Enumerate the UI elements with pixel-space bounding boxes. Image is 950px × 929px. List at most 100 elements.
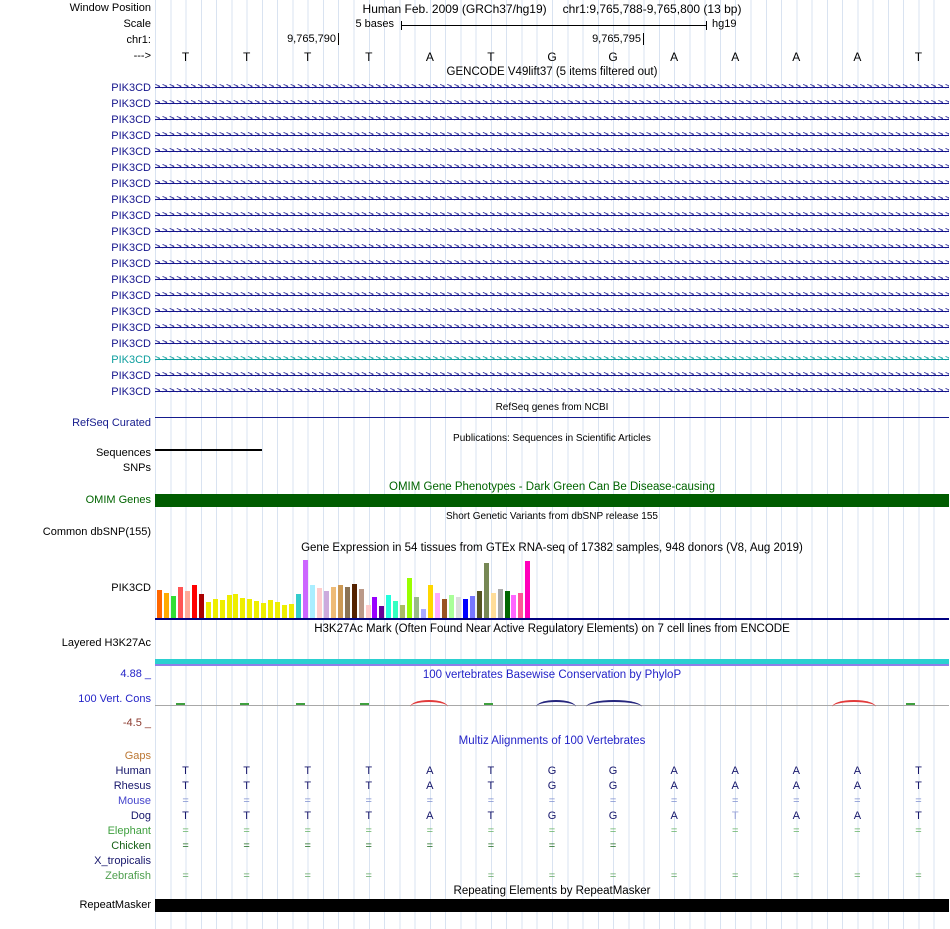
gtex-expression-bar[interactable] bbox=[205, 602, 211, 618]
align-species-label[interactable]: Elephant bbox=[107, 825, 151, 837]
gene-label[interactable]: PIK3CD bbox=[111, 290, 151, 302]
gene-label[interactable]: PIK3CD bbox=[111, 274, 151, 286]
scale-label[interactable]: Scale bbox=[123, 18, 151, 30]
gene-row[interactable]: >>>>>>>>>>>>>>>>>>>>>>>>>>>>>>>>>>>>>>>>… bbox=[155, 240, 949, 256]
gtex-expression-bar[interactable] bbox=[316, 588, 322, 618]
align-species-label[interactable]: Rhesus bbox=[113, 780, 151, 792]
conservation-mark[interactable] bbox=[832, 700, 876, 707]
conservation-mark[interactable] bbox=[360, 703, 369, 705]
gtex-expression-bar[interactable] bbox=[525, 561, 531, 618]
gene-label[interactable]: PIK3CD bbox=[111, 178, 151, 190]
gtex-expression-bar[interactable] bbox=[504, 591, 510, 618]
gene-label[interactable]: PIK3CD bbox=[111, 146, 151, 158]
gtex-expression-bar[interactable] bbox=[198, 594, 204, 618]
gtex-expression-bar[interactable] bbox=[511, 595, 517, 618]
gtex-expression-bar[interactable] bbox=[226, 595, 232, 618]
gtex-expression-bar[interactable] bbox=[421, 609, 427, 618]
gtex-expression-bar[interactable] bbox=[191, 585, 197, 618]
sequences-label[interactable]: Sequences bbox=[95, 447, 151, 459]
gtex-expression-bar[interactable] bbox=[351, 584, 357, 618]
conservation-mark[interactable] bbox=[240, 703, 249, 705]
gene-row[interactable]: >>>>>>>>>>>>>>>>>>>>>>>>>>>>>>>>>>>>>>>>… bbox=[155, 352, 949, 368]
gene-label[interactable]: PIK3CD bbox=[111, 82, 151, 94]
gtex-expression-bar[interactable] bbox=[379, 606, 385, 618]
gene-row[interactable]: >>>>>>>>>>>>>>>>>>>>>>>>>>>>>>>>>>>>>>>>… bbox=[155, 176, 949, 192]
gene-row[interactable]: >>>>>>>>>>>>>>>>>>>>>>>>>>>>>>>>>>>>>>>>… bbox=[155, 288, 949, 304]
align-species-label[interactable]: X_tropicalis bbox=[94, 855, 151, 867]
gtex-gene-label[interactable]: PIK3CD bbox=[111, 582, 151, 594]
phylop-track-title[interactable]: 100 vertebrates Basewise Conservation by… bbox=[422, 669, 682, 681]
h3k27ac-signal-band[interactable] bbox=[155, 659, 949, 664]
conservation-mark[interactable] bbox=[484, 703, 493, 705]
gtex-expression-bar[interactable] bbox=[469, 596, 475, 618]
gene-label[interactable]: PIK3CD bbox=[111, 306, 151, 318]
gtex-expression-bar[interactable] bbox=[275, 602, 281, 618]
gtex-expression-bar[interactable] bbox=[170, 596, 176, 618]
gene-row[interactable]: >>>>>>>>>>>>>>>>>>>>>>>>>>>>>>>>>>>>>>>>… bbox=[155, 80, 949, 96]
omim-track-title[interactable]: OMIM Gene Phenotypes - Dark Green Can Be… bbox=[389, 481, 715, 493]
conservation-mark[interactable] bbox=[410, 700, 448, 707]
common-dbsnp-label[interactable]: Common dbSNP(155) bbox=[42, 526, 151, 538]
gene-label[interactable]: PIK3CD bbox=[111, 354, 151, 366]
gene-label[interactable]: PIK3CD bbox=[111, 114, 151, 126]
gtex-expression-bar[interactable] bbox=[282, 605, 288, 618]
snps-label[interactable]: SNPs bbox=[122, 462, 151, 474]
gtex-expression-bar[interactable] bbox=[302, 560, 308, 618]
gtex-expression-bar[interactable] bbox=[330, 587, 336, 618]
gene-row[interactable]: >>>>>>>>>>>>>>>>>>>>>>>>>>>>>>>>>>>>>>>>… bbox=[155, 192, 949, 208]
gene-row[interactable]: >>>>>>>>>>>>>>>>>>>>>>>>>>>>>>>>>>>>>>>>… bbox=[155, 320, 949, 336]
gtex-expression-bar[interactable] bbox=[261, 603, 267, 618]
gene-label[interactable]: PIK3CD bbox=[111, 386, 151, 398]
gtex-expression-bar[interactable] bbox=[233, 594, 239, 618]
gtex-expression-bar[interactable] bbox=[497, 589, 503, 618]
gene-label[interactable]: PIK3CD bbox=[111, 194, 151, 206]
gtex-expression-bar[interactable] bbox=[247, 599, 253, 618]
gtex-expression-bar[interactable] bbox=[296, 594, 301, 618]
gene-label[interactable]: PIK3CD bbox=[111, 338, 151, 350]
gtex-expression-bar[interactable] bbox=[344, 587, 350, 618]
gtex-expression-bar[interactable] bbox=[386, 595, 392, 618]
gtex-expression-bar[interactable] bbox=[254, 601, 260, 618]
gtex-expression-bar[interactable] bbox=[157, 590, 162, 618]
gene-row[interactable]: >>>>>>>>>>>>>>>>>>>>>>>>>>>>>>>>>>>>>>>>… bbox=[155, 368, 949, 384]
gene-row[interactable]: >>>>>>>>>>>>>>>>>>>>>>>>>>>>>>>>>>>>>>>>… bbox=[155, 208, 949, 224]
gene-row[interactable]: >>>>>>>>>>>>>>>>>>>>>>>>>>>>>>>>>>>>>>>>… bbox=[155, 224, 949, 240]
align-species-label[interactable]: Chicken bbox=[111, 840, 151, 852]
gene-row[interactable]: >>>>>>>>>>>>>>>>>>>>>>>>>>>>>>>>>>>>>>>>… bbox=[155, 272, 949, 288]
gene-label[interactable]: PIK3CD bbox=[111, 98, 151, 110]
window-position-label[interactable]: Window Position bbox=[69, 2, 151, 14]
gtex-expression-bar[interactable] bbox=[476, 591, 482, 618]
h3k27ac-track-title[interactable]: H3K27Ac Mark (Often Found Near Active Re… bbox=[314, 623, 790, 635]
gene-row[interactable]: >>>>>>>>>>>>>>>>>>>>>>>>>>>>>>>>>>>>>>>>… bbox=[155, 144, 949, 160]
dbsnp-track-title[interactable]: Short Genetic Variants from dbSNP releas… bbox=[446, 511, 658, 522]
align-species-label[interactable]: Zebrafish bbox=[105, 870, 151, 882]
gtex-expression-bar[interactable] bbox=[455, 597, 461, 618]
gtex-expression-bar[interactable] bbox=[483, 563, 489, 618]
gene-label[interactable]: PIK3CD bbox=[111, 210, 151, 222]
gene-label[interactable]: PIK3CD bbox=[111, 258, 151, 270]
gtex-expression-bar[interactable] bbox=[219, 600, 225, 618]
gtex-expression-bar[interactable] bbox=[462, 599, 468, 618]
conservation-mark[interactable] bbox=[586, 700, 642, 707]
gtex-expression-bar[interactable] bbox=[407, 578, 413, 618]
vert-cons-label[interactable]: 100 Vert. Cons bbox=[78, 693, 151, 705]
gtex-expression-bar[interactable] bbox=[337, 585, 343, 618]
gtex-expression-bar[interactable] bbox=[428, 585, 434, 618]
gtex-expression-bar[interactable] bbox=[212, 599, 218, 618]
gene-label[interactable]: PIK3CD bbox=[111, 226, 151, 238]
gene-row[interactable]: >>>>>>>>>>>>>>>>>>>>>>>>>>>>>>>>>>>>>>>>… bbox=[155, 384, 949, 400]
gene-label[interactable]: PIK3CD bbox=[111, 162, 151, 174]
conservation-mark[interactable] bbox=[906, 703, 915, 705]
chromosome-label[interactable]: chr1: bbox=[126, 34, 151, 46]
gtex-expression-bar[interactable] bbox=[240, 598, 246, 618]
omim-gene-item[interactable] bbox=[155, 494, 949, 507]
gtex-expression-bar[interactable] bbox=[518, 593, 524, 618]
gtex-expression-bar[interactable] bbox=[400, 605, 406, 618]
gtex-expression-bar[interactable] bbox=[309, 585, 315, 618]
refseq-curated-label[interactable]: RefSeq Curated bbox=[72, 417, 151, 429]
repeatmasker-item[interactable] bbox=[155, 899, 949, 912]
publications-track-title[interactable]: Publications: Sequences in Scientific Ar… bbox=[453, 433, 651, 444]
gene-row[interactable]: >>>>>>>>>>>>>>>>>>>>>>>>>>>>>>>>>>>>>>>>… bbox=[155, 112, 949, 128]
gene-label[interactable]: PIK3CD bbox=[111, 130, 151, 142]
gtex-expression-bar[interactable] bbox=[268, 600, 274, 618]
